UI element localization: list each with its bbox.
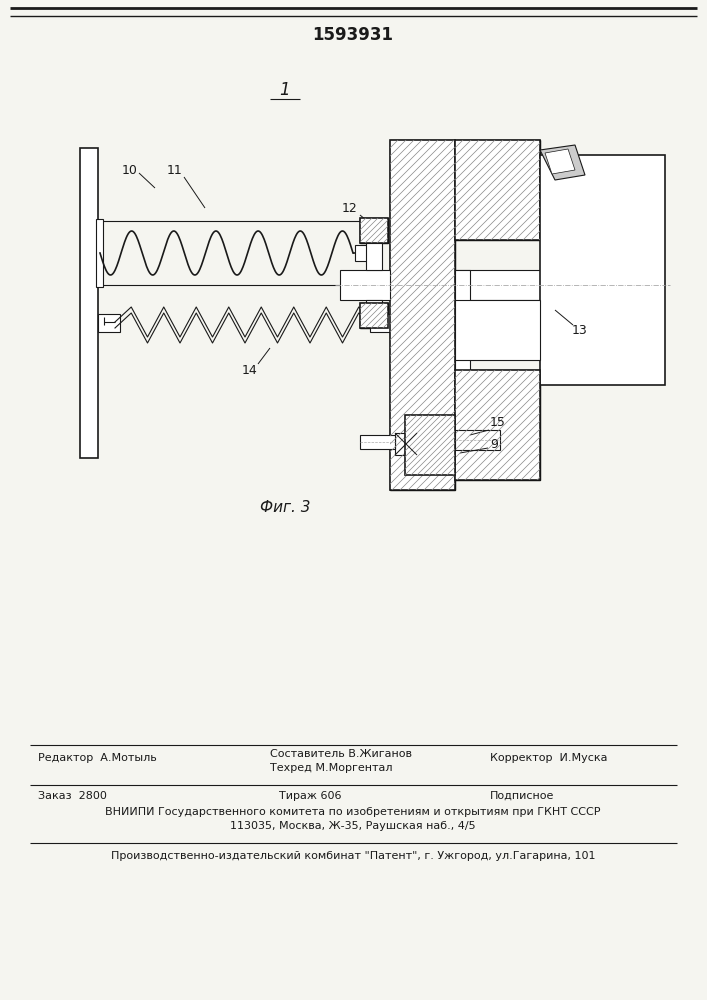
Text: 10: 10	[122, 163, 138, 176]
Bar	[360, 303, 388, 328]
Bar	[355, 245, 375, 261]
Text: 12: 12	[342, 202, 358, 215]
PathPatch shape	[455, 140, 540, 240]
Bar	[395, 433, 417, 455]
Text: 9: 9	[490, 438, 498, 452]
Text: Техред М.Моргентал: Техред М.Моргентал	[270, 763, 392, 773]
Bar	[96, 219, 103, 287]
Bar	[360, 218, 388, 243]
Bar	[455, 270, 470, 380]
Bar	[455, 370, 540, 480]
Text: 1593931: 1593931	[312, 26, 394, 44]
Bar	[98, 314, 120, 332]
Text: Тираж 606: Тираж 606	[279, 791, 341, 801]
PathPatch shape	[360, 303, 388, 328]
Polygon shape	[540, 145, 585, 180]
Text: ВНИИПИ Государственного комитета по изобретениям и открытиям при ГКНТ СССР: ВНИИПИ Государственного комитета по изоб…	[105, 807, 601, 817]
Text: Составитель В.Жиганов: Составитель В.Жиганов	[270, 749, 412, 759]
Text: 13: 13	[572, 324, 588, 336]
Bar	[390, 140, 455, 490]
Bar	[370, 314, 392, 332]
Text: Корректор  И.Муска: Корректор И.Муска	[490, 753, 607, 763]
Text: 15: 15	[490, 416, 506, 430]
Text: Фиг. 3: Фиг. 3	[259, 500, 310, 515]
Text: 1: 1	[280, 81, 291, 99]
Polygon shape	[545, 149, 575, 174]
Text: 14: 14	[242, 363, 258, 376]
Bar	[366, 243, 382, 270]
Text: Заказ  2800: Заказ 2800	[38, 791, 107, 801]
Bar	[455, 270, 660, 300]
Bar	[455, 430, 500, 450]
Bar	[540, 155, 665, 385]
Bar	[80, 148, 98, 458]
Bar	[366, 300, 382, 303]
Text: Редактор  А.Мотыль: Редактор А.Мотыль	[38, 753, 157, 763]
Bar	[360, 435, 395, 449]
PathPatch shape	[405, 415, 455, 475]
Text: Производственно-издательский комбинат "Патент", г. Ужгород, ул.Гагарина, 101: Производственно-издательский комбинат "П…	[111, 851, 595, 861]
PathPatch shape	[455, 370, 540, 480]
Bar	[455, 300, 540, 360]
PathPatch shape	[390, 140, 455, 490]
Text: Подписное: Подписное	[490, 791, 554, 801]
Text: 113035, Москва, Ж-35, Раушская наб., 4/5: 113035, Москва, Ж-35, Раушская наб., 4/5	[230, 821, 476, 831]
Bar	[405, 415, 455, 475]
PathPatch shape	[360, 218, 388, 243]
Bar	[340, 270, 390, 300]
Bar	[455, 140, 540, 240]
Text: 11: 11	[167, 163, 183, 176]
